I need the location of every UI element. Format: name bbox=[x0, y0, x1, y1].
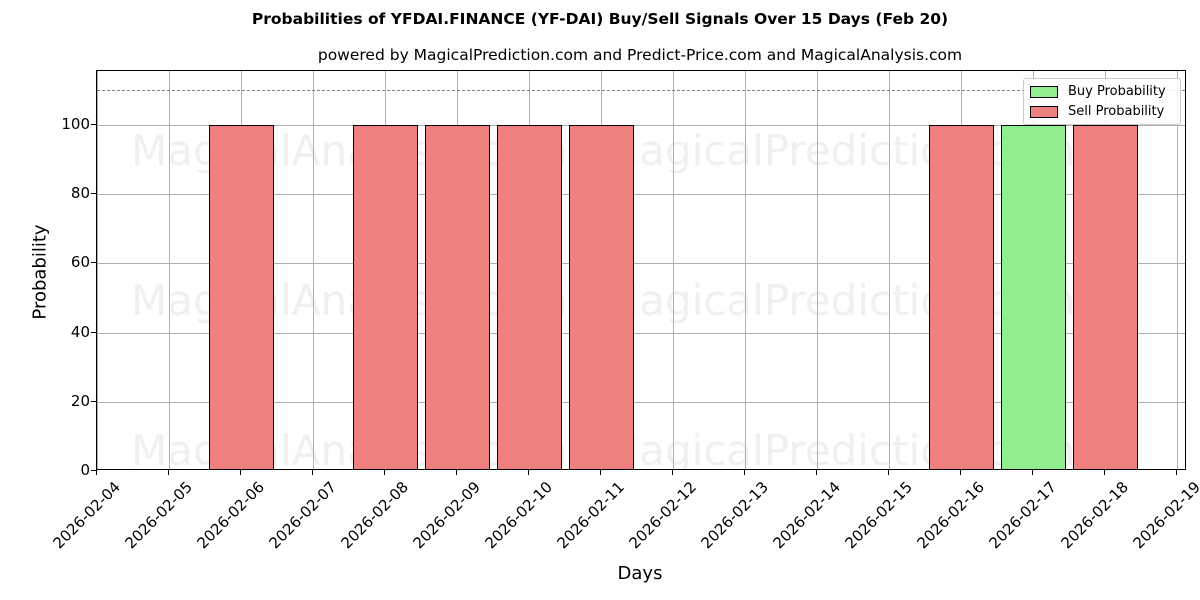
sell-bar bbox=[1072, 124, 1138, 469]
x-tick-label: 2026-02-17 bbox=[985, 478, 1060, 553]
watermark: MagicalAnalysis.com bbox=[131, 126, 568, 175]
y-tick-label: 20 bbox=[70, 391, 90, 410]
grid-line-vertical bbox=[889, 71, 890, 469]
x-tick-mark bbox=[1104, 470, 1105, 475]
x-tick-label: 2026-02-10 bbox=[481, 478, 556, 553]
x-axis-title: Days bbox=[617, 563, 663, 584]
chart-subtitle: powered by MagicalPrediction.com and Pre… bbox=[317, 46, 963, 64]
legend-item-buy: Buy Probability bbox=[1030, 84, 1166, 99]
x-tick-label: 2026-02-19 bbox=[1129, 478, 1200, 553]
x-tick-mark bbox=[888, 470, 889, 475]
x-tick-label: 2026-02-18 bbox=[1057, 478, 1132, 553]
x-tick-mark bbox=[816, 470, 817, 475]
x-tick-label: 2026-02-16 bbox=[913, 478, 988, 553]
legend-item-sell: Sell Probability bbox=[1030, 104, 1164, 119]
y-tick-mark bbox=[91, 400, 96, 402]
grid-line-vertical bbox=[97, 71, 98, 469]
legend: Buy Probability Sell Probability bbox=[1023, 78, 1181, 125]
watermark: MagicalAnalysis.com bbox=[131, 276, 568, 325]
x-tick-label: 2026-02-13 bbox=[697, 478, 772, 553]
chart-title: Probabilities of YFDAI.FINANCE (YF-DAI) … bbox=[251, 10, 949, 28]
grid-line-vertical bbox=[169, 71, 170, 469]
x-tick-label: 2026-02-14 bbox=[769, 478, 844, 553]
grid-line-horizontal bbox=[97, 194, 1185, 196]
watermark: MagicalAnalysis.com bbox=[131, 426, 568, 470]
x-tick-mark bbox=[96, 470, 97, 475]
y-tick-label: 100 bbox=[61, 114, 90, 133]
grid-line-vertical bbox=[1177, 71, 1178, 469]
x-tick-mark bbox=[456, 470, 457, 475]
x-tick-label: 2026-02-09 bbox=[409, 478, 484, 553]
y-tick-mark bbox=[91, 262, 96, 264]
plot-area: MagicalAnalysis.com MagicalPrediction.com… bbox=[96, 70, 1186, 470]
sell-bar bbox=[928, 124, 994, 469]
x-tick-label: 2026-02-06 bbox=[193, 478, 268, 553]
reference-line bbox=[97, 90, 1185, 92]
x-tick-label: 2026-02-11 bbox=[553, 478, 628, 553]
sell-bar bbox=[424, 124, 490, 469]
grid-line-horizontal bbox=[97, 124, 1185, 126]
buy-swatch-icon bbox=[1030, 85, 1058, 98]
watermark: MagicalPrediction.com bbox=[603, 126, 1076, 175]
x-tick-mark bbox=[168, 470, 169, 475]
y-tick-label: 40 bbox=[70, 322, 90, 341]
x-tick-label: 2026-02-08 bbox=[337, 478, 412, 553]
watermark: MagicalPrediction.com bbox=[603, 426, 1076, 470]
x-tick-mark bbox=[1032, 470, 1033, 475]
grid-line-vertical bbox=[745, 71, 746, 469]
legend-label-buy: Buy Probability bbox=[1068, 84, 1166, 99]
grid-line-vertical bbox=[817, 71, 818, 469]
x-tick-mark bbox=[528, 470, 529, 475]
x-tick-mark bbox=[672, 470, 673, 475]
sell-bar bbox=[352, 124, 418, 469]
grid-line-vertical bbox=[313, 71, 314, 469]
buy-bar bbox=[1000, 124, 1066, 469]
y-tick-label: 80 bbox=[70, 184, 90, 203]
legend-label-sell: Sell Probability bbox=[1068, 104, 1165, 119]
x-tick-label: 2026-02-04 bbox=[49, 478, 124, 553]
x-tick-mark bbox=[384, 470, 385, 475]
y-tick-label: 60 bbox=[70, 253, 90, 272]
x-tick-mark bbox=[1176, 470, 1177, 475]
x-tick-label: 2026-02-15 bbox=[841, 478, 916, 553]
sell-bar bbox=[208, 124, 274, 469]
sell-bar bbox=[496, 124, 562, 469]
x-tick-mark bbox=[312, 470, 313, 475]
y-tick-mark bbox=[91, 193, 96, 195]
watermark: MagicalPrediction.com bbox=[603, 276, 1076, 325]
x-tick-mark bbox=[960, 470, 961, 475]
grid-line-vertical bbox=[673, 71, 674, 469]
sell-bar bbox=[568, 124, 634, 469]
y-axis-title: Probability bbox=[29, 224, 51, 320]
x-tick-mark bbox=[240, 470, 241, 475]
y-tick-mark bbox=[91, 331, 96, 333]
y-tick-mark bbox=[91, 470, 96, 471]
x-tick-label: 2026-02-12 bbox=[625, 478, 700, 553]
x-tick-label: 2026-02-07 bbox=[265, 478, 340, 553]
sell-swatch-icon bbox=[1030, 105, 1058, 118]
grid-line-horizontal bbox=[97, 332, 1185, 334]
y-tick-label: 0 bbox=[80, 461, 90, 479]
y-tick-mark bbox=[91, 123, 96, 125]
x-tick-mark bbox=[600, 470, 601, 475]
grid-line-horizontal bbox=[97, 401, 1185, 403]
grid-line-horizontal bbox=[97, 263, 1185, 265]
x-tick-mark bbox=[744, 470, 745, 475]
x-tick-label: 2026-02-05 bbox=[121, 478, 196, 553]
